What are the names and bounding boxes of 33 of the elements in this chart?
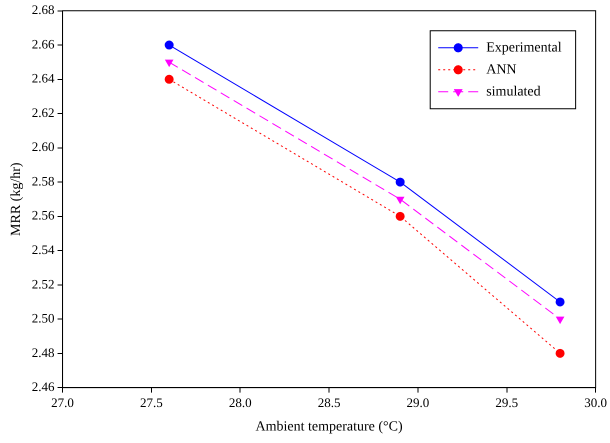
point (556, 316, 564, 324)
point (396, 196, 404, 204)
point (556, 348, 565, 358)
y-tick-label: 2.66 (32, 36, 56, 52)
point (164, 74, 174, 84)
y-tick-label: 2.48 (32, 344, 55, 360)
x-axis-title: Ambient temperature (°C) (256, 419, 403, 434)
point (396, 178, 405, 187)
legend-label: ANN (486, 62, 517, 78)
x-tick-label: 29.5 (495, 394, 518, 410)
legend-label: Experimental (486, 40, 562, 56)
y-tick-label: 2.50 (32, 310, 55, 326)
y-axis-title: MRR (kg/hr) (9, 162, 24, 236)
y-tick-label: 2.60 (32, 139, 55, 154)
x-tick-label: 29.0 (406, 394, 430, 410)
point (165, 60, 174, 67)
point (556, 297, 565, 306)
y-tick-label: 2.54 (32, 242, 56, 258)
point (164, 40, 174, 50)
y-tick-label: 2.56 (32, 208, 56, 223)
point (396, 212, 405, 221)
y-tick-label: 2.68 (32, 2, 55, 18)
y-tick-label: 2.62 (32, 104, 55, 120)
x-tick-label: 27.5 (140, 394, 163, 410)
y-tick-label: 2.64 (32, 70, 56, 86)
x-tick-label: 30.0 (584, 394, 607, 410)
x-tick-label: 28.0 (228, 394, 252, 410)
x-tick-label: 28.5 (318, 394, 340, 410)
legend-label: simulated (486, 84, 541, 100)
x-tick-label: 27.0 (51, 394, 74, 410)
y-tick-label: 2.52 (32, 276, 55, 292)
y-tick-label: 2.46 (32, 379, 56, 394)
y-tick-label: 2.58 (32, 173, 55, 188)
